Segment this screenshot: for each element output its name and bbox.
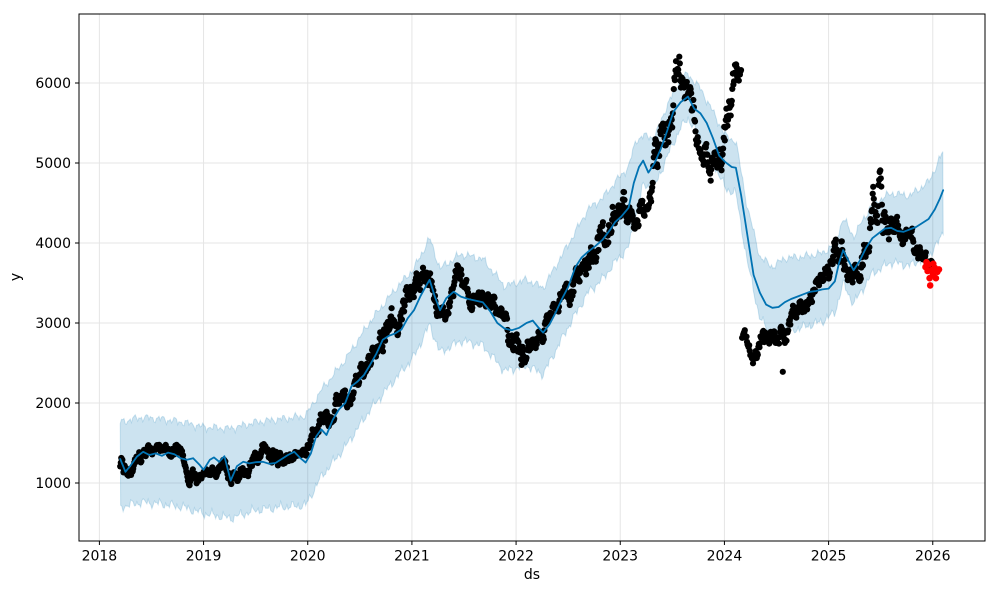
y-tick-label: 1000 [35,476,71,492]
x-tick-label: 2021 [394,549,430,565]
x-tick-label: 2018 [82,549,118,565]
y-tick-label: 2000 [35,396,71,412]
y-tick-label: 4000 [35,236,71,252]
anomaly-layer [922,258,943,289]
x-tick-label: 2024 [707,549,743,565]
forecast-line [119,95,945,482]
x-tick-label: 2019 [186,549,222,565]
x-tick-label: 2022 [498,549,534,565]
y-tick-label: 5000 [35,156,71,172]
x-tick-label: 2020 [290,549,326,565]
grid-layer [79,14,985,541]
x-tick-label: 2025 [811,549,847,565]
y-tick-label: 6000 [35,76,71,92]
x-tick-label: 2026 [915,549,951,565]
plot-border [78,13,986,542]
observed-outlier-point [779,368,786,375]
line-layer [119,95,945,482]
y-tick-label: 3000 [35,316,71,332]
x-axis-label: ds [524,567,540,583]
y-axis-label: y [8,273,24,281]
anomaly-points [922,258,943,289]
x-tick-label: 2023 [602,549,638,565]
axis-layer: 2018 2019 2020 2021 2022 2023 2024 2025 2026 1000… [35,76,950,565]
